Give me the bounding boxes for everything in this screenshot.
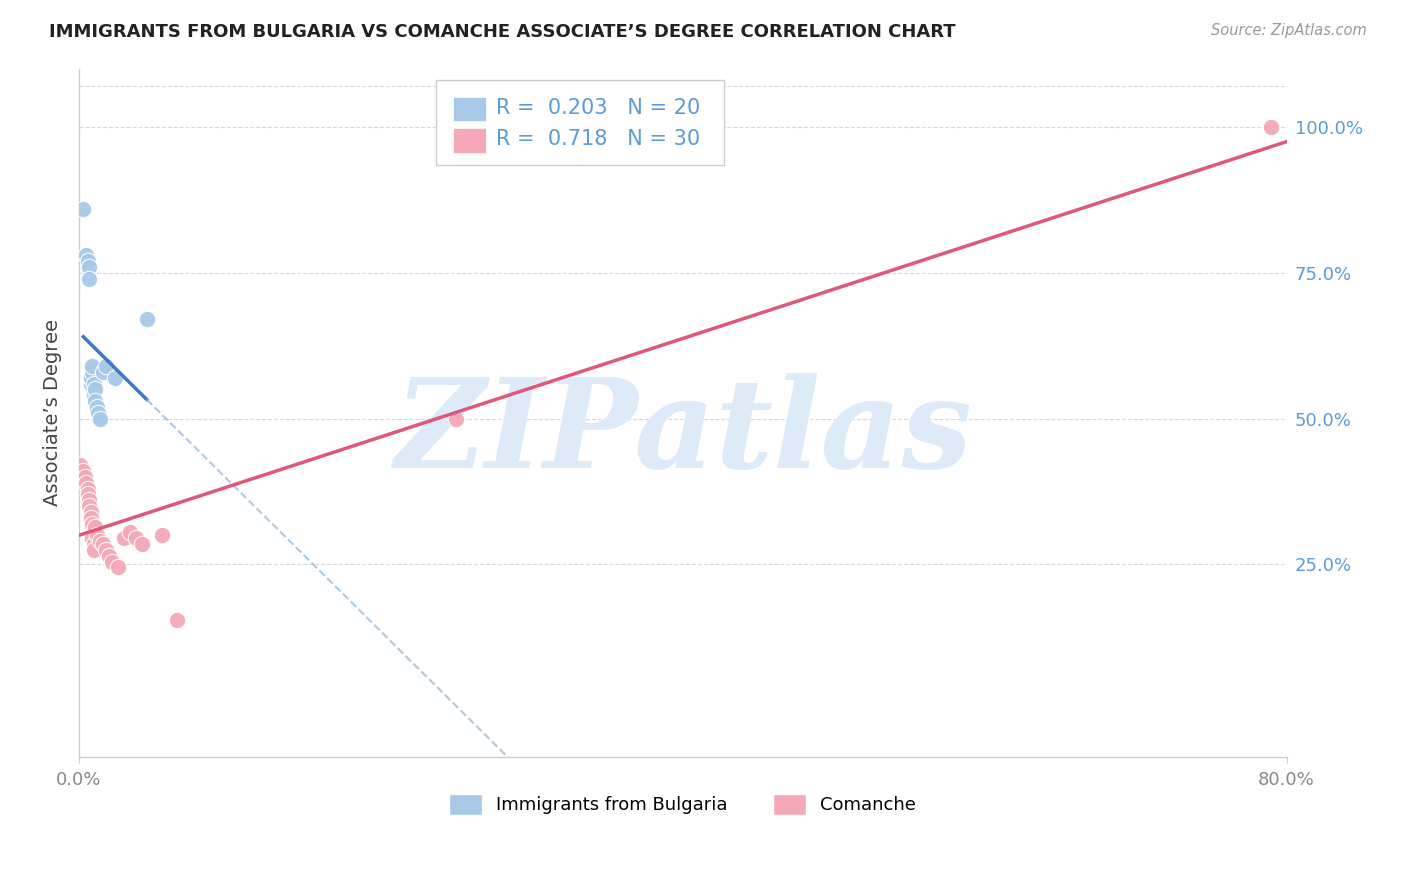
Point xyxy=(79,493,101,508)
Text: R =  0.718   N = 30: R = 0.718 N = 30 xyxy=(496,129,700,149)
Point xyxy=(84,394,107,409)
Point xyxy=(104,370,127,384)
Point xyxy=(82,365,104,379)
Point xyxy=(98,549,121,563)
Point xyxy=(89,534,111,549)
Text: Source: ZipAtlas.com: Source: ZipAtlas.com xyxy=(1211,23,1367,38)
Point xyxy=(80,376,103,391)
Point xyxy=(82,359,104,373)
Point xyxy=(80,510,103,524)
Text: ZIPatlas: ZIPatlas xyxy=(394,373,972,494)
Point xyxy=(82,531,104,545)
Point xyxy=(150,528,173,542)
Point xyxy=(84,519,107,533)
Point xyxy=(72,202,94,216)
Point xyxy=(79,260,101,274)
Point xyxy=(444,411,467,425)
Point xyxy=(83,537,105,551)
Point xyxy=(80,370,103,384)
Y-axis label: Associate’s Degree: Associate’s Degree xyxy=(44,319,62,507)
Point xyxy=(79,271,101,285)
Point xyxy=(86,400,108,414)
Point xyxy=(120,525,142,540)
Point xyxy=(83,542,105,557)
Point xyxy=(79,499,101,513)
Point xyxy=(69,458,91,473)
Point xyxy=(131,537,153,551)
Point xyxy=(86,528,108,542)
Point xyxy=(94,542,117,557)
Point xyxy=(84,383,107,397)
Text: IMMIGRANTS FROM BULGARIA VS COMANCHE ASSOCIATE’S DEGREE CORRELATION CHART: IMMIGRANTS FROM BULGARIA VS COMANCHE ASS… xyxy=(49,23,956,41)
Point xyxy=(73,470,96,484)
Point xyxy=(89,411,111,425)
Point xyxy=(125,531,148,545)
Point xyxy=(135,312,157,326)
Point xyxy=(76,254,98,268)
Point xyxy=(101,554,124,568)
Point xyxy=(82,516,104,531)
Point xyxy=(91,537,114,551)
Point xyxy=(87,406,110,420)
Point xyxy=(83,376,105,391)
Point xyxy=(91,365,114,379)
Point xyxy=(94,359,117,373)
Point xyxy=(75,475,97,490)
Point xyxy=(112,531,135,545)
Legend: Immigrants from Bulgaria, Comanche: Immigrants from Bulgaria, Comanche xyxy=(440,785,925,823)
Point xyxy=(72,464,94,478)
Point xyxy=(75,248,97,262)
Point xyxy=(83,388,105,402)
Point xyxy=(80,505,103,519)
Point xyxy=(107,560,129,574)
Point xyxy=(76,487,98,501)
Point xyxy=(76,482,98,496)
Point xyxy=(1260,120,1282,134)
Point xyxy=(166,613,188,627)
Text: R =  0.203   N = 20: R = 0.203 N = 20 xyxy=(496,98,700,118)
